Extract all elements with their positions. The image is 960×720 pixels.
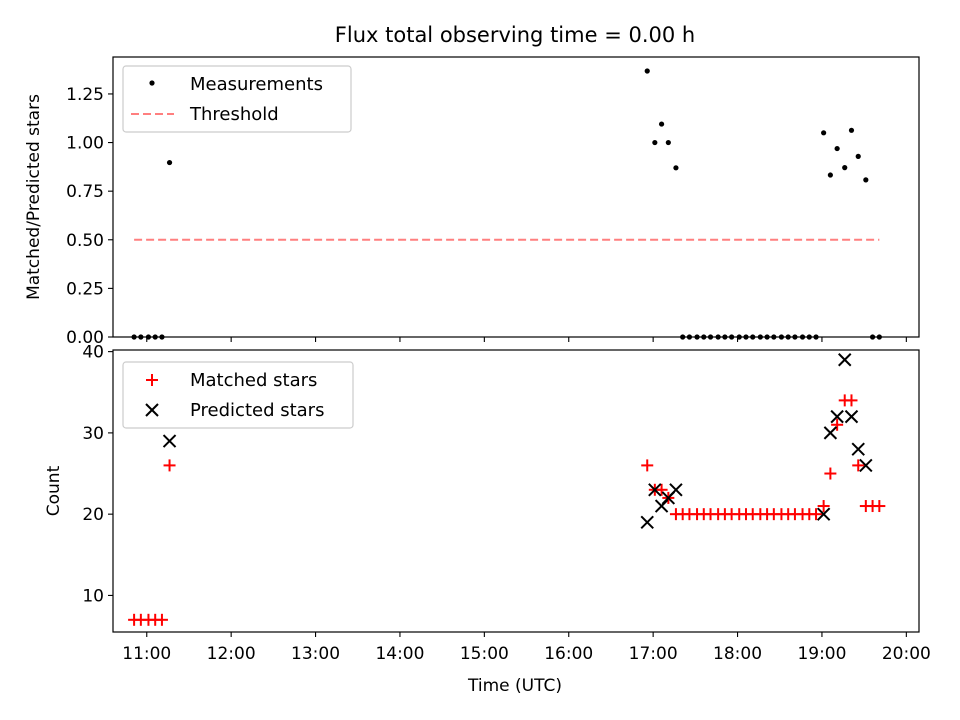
legend-predicted-marker [145,403,159,417]
legend-measurements-label: Measurements [190,74,323,95]
legend-measurements-marker [149,80,155,86]
x-tick-label: 17:00 [629,644,678,664]
predicted-star-point [859,458,873,473]
ratio-y-tick-label: 1.25 [66,85,104,105]
ratio-x-ticks [146,337,907,342]
count-y-axis-label: Count [44,465,64,516]
x-axis-label: Time (UTC) [467,676,562,696]
matched-star-point [655,483,668,496]
matched-star-point [810,508,823,521]
measurement-point [658,121,665,127]
count-legend: Matched stars Predicted stars [122,361,354,429]
count-plot-area [128,353,886,626]
predicted-star-point [648,483,662,497]
legend-threshold-label: Threshold [189,104,279,125]
predicted-star-point [816,507,831,521]
measurement-point [863,177,869,183]
x-tick-label: 11:00 [122,644,171,664]
matched-star-point [817,500,830,513]
ratio-y-ticks: 0.00 0.25 0.50 0.75 1.00 1.25 [66,85,113,348]
measurement-point [652,139,658,146]
measurement-point [665,139,671,146]
count-legend-box [122,361,354,429]
predicted-star-point [851,442,865,456]
chart-title: Flux total observing time = 0.00 h [335,23,695,47]
matched-star-point [155,613,168,626]
count-x-ticks: 11:00 12:00 13:00 14:00 15:00 16:00 17:00 18:00… [122,632,931,664]
x-tick-label: 18:00 [713,644,762,664]
x-tick-label: 15:00 [460,644,509,664]
count-axes-frame [112,349,920,633]
x-tick-label: 13:00 [291,644,340,664]
predicted-star-point [844,409,859,424]
matched-star-point [824,467,837,480]
count-y-ticks: 10 20 30 40 [82,343,113,606]
predicted-star-point [823,426,838,440]
x-tick-label: 20:00 [882,644,931,664]
measurement-point [834,145,840,152]
ratio-legend-box [122,65,352,133]
measurement-point [855,153,861,159]
count-y-tick-label: 30 [82,424,104,444]
matched-star-point [852,459,865,472]
ratio-y-tick-label: 0.25 [66,279,104,299]
legend-matched-marker [146,374,158,386]
x-tick-label: 14:00 [375,644,424,664]
ratio-y-tick-label: 0.00 [66,328,104,348]
matched-star-point [873,500,886,513]
matched-star-point [831,418,844,431]
matched-star-point [641,459,654,472]
ratio-y-tick-label: 0.50 [66,231,104,251]
matched-star-point [163,459,176,472]
x-tick-label: 19:00 [797,644,846,664]
count-y-tick-label: 20 [82,505,104,525]
measurement-point [842,165,848,171]
legend-matched-label: Matched stars [190,370,317,391]
predicted-star-point [838,353,852,367]
measurement-point [848,127,855,133]
ratio-y-axis-label: Matched/Predicted stars [24,94,44,300]
measurement-point [821,130,827,136]
predicted-star-point [669,483,683,497]
matched-star-point [845,394,858,407]
predicted-star-point [830,409,844,424]
measurement-point [827,172,833,178]
count-y-tick-label: 10 [82,586,104,606]
ratio-y-tick-label: 1.00 [66,134,104,154]
predicted-star-point [640,515,654,529]
legend-predicted-label: Predicted stars [190,400,324,421]
predicted-star-point [162,434,177,448]
measurement-point [166,159,173,166]
measurement-point [644,68,650,74]
ratio-y-tick-label: 0.75 [66,182,104,202]
x-tick-label: 12:00 [207,644,256,664]
ratio-legend: Measurements Threshold [122,65,352,133]
ratio-axes-frame [112,56,920,338]
count-y-tick-label: 40 [82,343,104,363]
x-tick-label: 16:00 [544,644,593,664]
measurement-point [673,165,679,171]
count-panel: 11:00 12:00 13:00 14:00 15:00 16:00 17:00 18:00… [44,343,931,696]
ratio-panel: 0.00 0.25 0.50 0.75 1.00 1.25 Matched/Predict… [24,56,920,348]
